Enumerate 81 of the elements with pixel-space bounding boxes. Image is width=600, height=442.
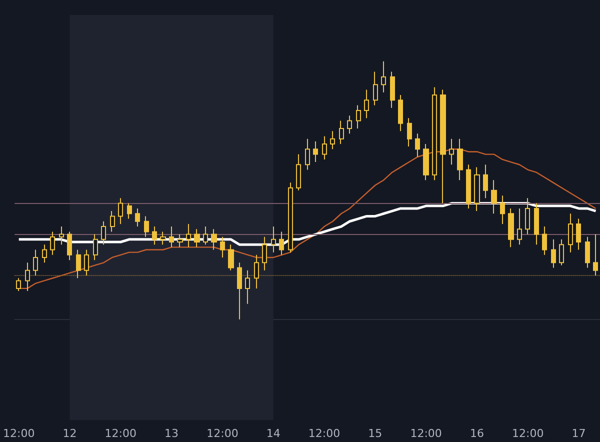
candlestick — [25, 262, 30, 292]
x-tick-label: 12:00 — [206, 427, 238, 440]
candlestick — [330, 130, 335, 150]
candlestick — [194, 228, 200, 248]
candlestick — [568, 213, 573, 253]
candlestick — [279, 231, 284, 256]
candlestick — [211, 228, 217, 250]
candlestick — [144, 216, 149, 238]
x-tick-label: 13 — [164, 427, 179, 440]
candlestick — [364, 89, 369, 119]
candlestick — [491, 180, 497, 214]
x-tick-label: 12:00 — [410, 427, 442, 440]
candlestick — [339, 120, 344, 144]
candlestick — [33, 249, 38, 276]
candlestick — [152, 226, 157, 246]
candlestick — [500, 195, 505, 224]
candlestick — [466, 164, 471, 209]
candlestick — [398, 94, 403, 132]
candlestick — [288, 182, 293, 253]
candlestick — [118, 198, 123, 224]
candlestick — [135, 208, 140, 228]
candlestick — [322, 136, 327, 160]
candlestick — [313, 140, 318, 163]
candlestick — [474, 166, 480, 212]
candlestick — [576, 218, 581, 250]
candlestick — [237, 262, 242, 320]
candlestick — [407, 118, 412, 148]
candlestick — [457, 138, 463, 181]
candlestick — [551, 238, 556, 268]
candlestick — [593, 234, 598, 276]
candlestick — [534, 202, 539, 246]
candlestick — [440, 89, 446, 204]
candlestick — [50, 231, 55, 256]
candlestick — [186, 223, 191, 248]
candlestick — [517, 208, 522, 246]
candlestick — [228, 244, 234, 271]
candlestick — [203, 226, 208, 246]
candlestick — [42, 244, 47, 264]
candlestick — [271, 226, 276, 253]
candlestick — [347, 115, 352, 134]
candlestick — [84, 249, 89, 276]
x-tick-label: 16 — [470, 427, 484, 440]
candlestick — [254, 254, 259, 289]
x-tick-label: 12:00 — [512, 427, 544, 440]
candlestick — [423, 143, 429, 181]
candlestick — [127, 202, 132, 220]
candlestick — [449, 138, 454, 166]
candlestick — [101, 220, 106, 246]
candlestick — [305, 138, 310, 170]
candlestick — [220, 236, 225, 258]
candlestick — [373, 71, 378, 106]
x-tick-label: 12:00 — [2, 427, 35, 440]
candlestick — [177, 234, 183, 248]
x-tick-label: 15 — [368, 427, 382, 440]
candlestick — [390, 71, 395, 108]
candlestick — [262, 236, 267, 271]
candlestick — [542, 226, 547, 256]
candlestick — [67, 231, 72, 261]
x-tick-label: 12 — [62, 427, 77, 440]
candlestick — [381, 60, 386, 93]
x-tick-label: 14 — [266, 427, 280, 440]
candlestick — [508, 208, 514, 248]
candlestick — [585, 236, 590, 268]
x-tick-label: 12:00 — [308, 427, 340, 440]
candlestick — [356, 104, 361, 130]
candlestick — [245, 270, 250, 304]
x-tick-label: 12:00 — [104, 427, 137, 440]
candlestick — [110, 210, 115, 232]
candlestick — [76, 249, 81, 279]
candlestick — [169, 226, 174, 248]
candlestick — [415, 133, 420, 158]
candlestick — [483, 164, 488, 199]
candlestick — [525, 198, 530, 235]
candlestick — [59, 226, 64, 246]
candlestick — [16, 278, 21, 292]
x-tick-label: 17 — [572, 427, 586, 440]
candlestick — [432, 86, 437, 181]
candlestick — [296, 154, 301, 191]
candlestick — [559, 238, 564, 266]
candlestick — [160, 231, 166, 246]
candlestick — [93, 234, 98, 261]
